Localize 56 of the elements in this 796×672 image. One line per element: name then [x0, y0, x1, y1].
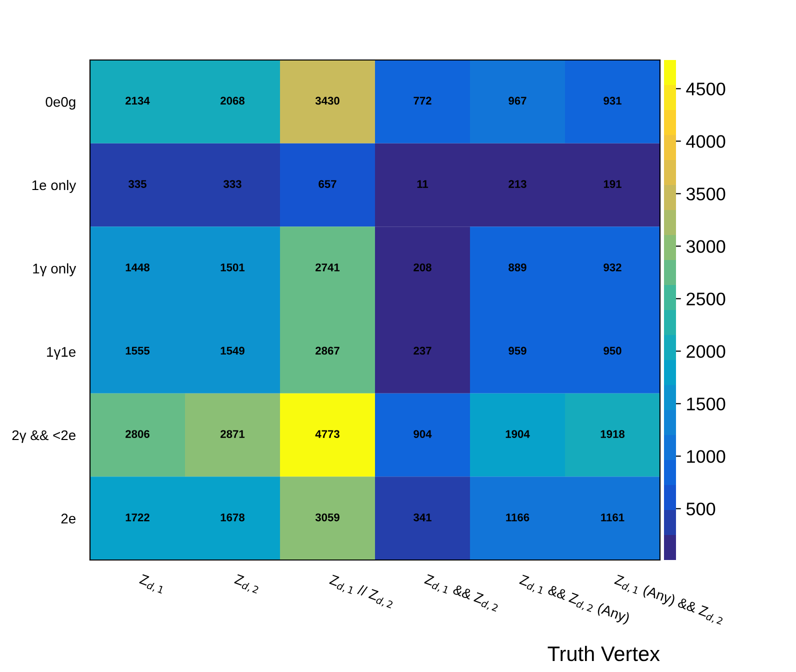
data-label: 1904 — [506, 430, 530, 438]
color-bar-label: 4000 — [686, 135, 726, 148]
data-label: 2867 — [316, 346, 340, 355]
data-label: 959 — [508, 346, 526, 355]
color-bar-label: 2000 — [686, 345, 726, 358]
data-label: 1678 — [220, 513, 245, 522]
y-tick-label: 1γ1e — [47, 347, 76, 360]
color-bar-label: 1000 — [687, 450, 726, 463]
data-label: 2871 — [220, 430, 245, 438]
data-label: 3430 — [315, 96, 340, 105]
x-tick-label: Z$_{d,1}$ — [138, 574, 166, 595]
data-label: 11 — [417, 180, 428, 188]
data-label: 1722 — [126, 513, 150, 522]
data-label: 341 — [413, 513, 432, 522]
data-label: 657 — [318, 180, 336, 188]
data-label: 335 — [128, 180, 146, 188]
data-label: 3059 — [315, 513, 340, 522]
color-bar-label: 2500 — [686, 292, 726, 306]
y-tick-label: 1e only — [32, 180, 76, 193]
data-label: 2068 — [220, 96, 245, 105]
data-label: 1555 — [126, 346, 150, 355]
data-label: 1161 — [601, 513, 624, 522]
data-label: 237 — [414, 346, 432, 355]
color-bar-label: 4500 — [686, 82, 726, 96]
data-label: 1918 — [600, 430, 625, 438]
data-label: 208 — [414, 263, 432, 272]
x-axis-title: Truth Vertex — [548, 646, 660, 662]
y-tick-label: 0e0g — [46, 97, 76, 110]
data-label: 191 — [604, 180, 622, 188]
data-label: 2741 — [316, 263, 340, 272]
data-label: 333 — [223, 180, 242, 188]
data-label: 1166 — [506, 513, 530, 522]
color-bar-label: 500 — [686, 502, 716, 516]
data-label: 932 — [604, 263, 622, 272]
color-bar-label: 1500 — [687, 398, 726, 410]
x-tick-label: Z$_{d,1}$ && Z$_{d,2}$ — [422, 574, 500, 613]
data-label: 931 — [604, 96, 622, 105]
data-label: 772 — [414, 96, 432, 105]
data-label: 904 — [414, 430, 432, 438]
color-bar-label: 3500 — [686, 188, 726, 200]
x-tick-label: Z$_{d,2}$ — [232, 574, 260, 595]
data-label: 889 — [508, 263, 526, 272]
color-bar-label: 3000 — [686, 240, 726, 253]
y-tick-label: 1γ only — [33, 263, 76, 276]
data-label: 950 — [604, 346, 622, 355]
data-label: 2806 — [126, 430, 150, 438]
data-label: 213 — [508, 180, 526, 188]
x-tick-label: Z$_{d,1}$ // Z$_{d,2}$ — [328, 574, 395, 610]
data-label: 1501 — [220, 263, 245, 272]
data-label: 2134 — [126, 96, 150, 105]
data-label: 967 — [508, 96, 526, 105]
y-tick-label: 2e — [61, 514, 76, 524]
data-label: 4773 — [315, 430, 340, 438]
data-label: 1549 — [220, 346, 244, 355]
y-tick-label: 2γ && <2e — [12, 430, 76, 443]
data-label: 1448 — [126, 263, 150, 272]
